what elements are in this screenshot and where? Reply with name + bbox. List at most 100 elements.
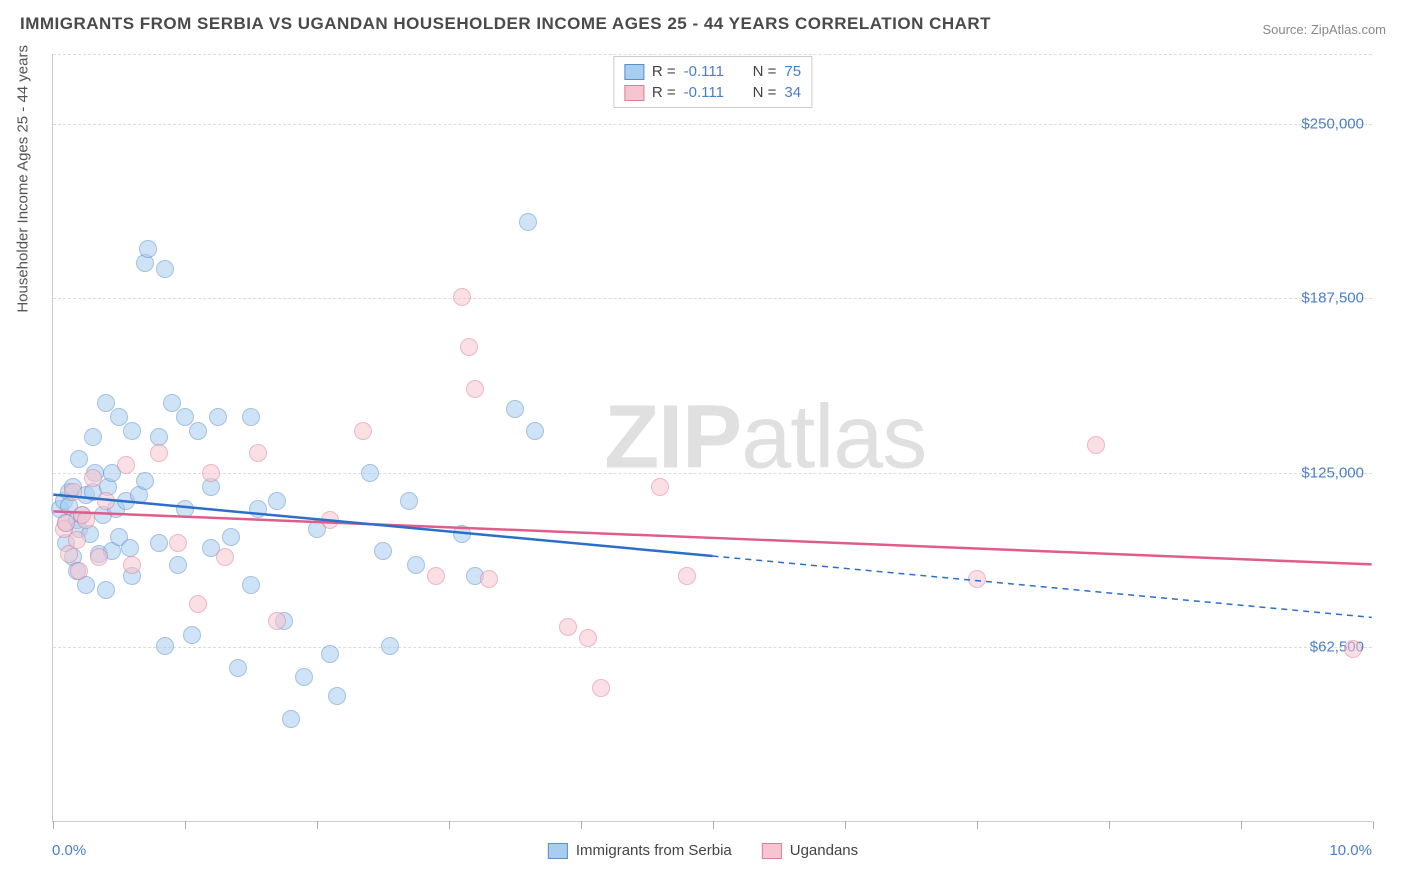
gridline [53, 473, 1372, 474]
x-tick [317, 821, 318, 829]
gridline [53, 647, 1372, 648]
x-tick [1109, 821, 1110, 829]
data-point-serbia [150, 534, 168, 552]
data-point-serbia [506, 400, 524, 418]
x-tick [713, 821, 714, 829]
data-point-ugandans [453, 288, 471, 306]
r-value-ugandans: -0.111 [684, 84, 739, 101]
data-point-serbia [526, 422, 544, 440]
x-tick [53, 821, 54, 829]
data-point-ugandans [466, 380, 484, 398]
series-legend: Immigrants from Serbia Ugandans [548, 842, 858, 859]
data-point-serbia [209, 408, 227, 426]
data-point-serbia [381, 637, 399, 655]
correlation-legend: R = -0.111 N = 75 R = -0.111 N = 34 [613, 56, 812, 108]
data-point-serbia [328, 687, 346, 705]
gridline [53, 54, 1372, 55]
data-point-serbia [97, 581, 115, 599]
data-point-serbia [189, 422, 207, 440]
data-point-ugandans [321, 511, 339, 529]
data-point-serbia [136, 472, 154, 490]
x-tick [1241, 821, 1242, 829]
data-point-serbia [407, 556, 425, 574]
data-point-ugandans [117, 456, 135, 474]
legend-label-ugandans: Ugandans [790, 842, 858, 859]
data-point-serbia [123, 422, 141, 440]
n-label: N = [753, 63, 777, 80]
data-point-serbia [361, 464, 379, 482]
data-point-serbia [222, 528, 240, 546]
scatter-plot-area: ZIPatlas R = -0.111 N = 75 R = -0.111 N … [52, 54, 1372, 822]
data-point-serbia [268, 492, 286, 510]
legend-item-serbia: Immigrants from Serbia [548, 842, 732, 859]
data-point-ugandans [202, 464, 220, 482]
gridline [53, 124, 1372, 125]
n-value-ugandans: 34 [784, 84, 801, 101]
chart-title: IMMIGRANTS FROM SERBIA VS UGANDAN HOUSEH… [20, 14, 991, 34]
data-point-ugandans [169, 534, 187, 552]
data-point-serbia [242, 576, 260, 594]
y-tick-label: $250,000 [1301, 115, 1364, 132]
data-point-ugandans [1087, 436, 1105, 454]
data-point-ugandans [1344, 640, 1362, 658]
n-value-serbia: 75 [784, 63, 801, 80]
r-label: R = [652, 63, 676, 80]
data-point-serbia [242, 408, 260, 426]
data-point-serbia [139, 240, 157, 258]
data-point-serbia [169, 556, 187, 574]
data-point-serbia [229, 659, 247, 677]
data-point-ugandans [460, 338, 478, 356]
gridline [53, 298, 1372, 299]
data-point-serbia [519, 213, 537, 231]
data-point-ugandans [150, 444, 168, 462]
legend-row-serbia: R = -0.111 N = 75 [624, 61, 801, 82]
data-point-ugandans [268, 612, 286, 630]
data-point-ugandans [579, 629, 597, 647]
x-tick [845, 821, 846, 829]
source-attribution: Source: ZipAtlas.com [1262, 22, 1386, 37]
legend-swatch-ugandans [762, 843, 782, 859]
data-point-serbia [156, 637, 174, 655]
data-point-serbia [453, 525, 471, 543]
legend-label-serbia: Immigrants from Serbia [576, 842, 732, 859]
data-point-serbia [84, 428, 102, 446]
data-point-serbia [121, 539, 139, 557]
data-point-ugandans [70, 562, 88, 580]
data-point-ugandans [249, 444, 267, 462]
data-point-ugandans [68, 531, 86, 549]
data-point-ugandans [559, 618, 577, 636]
r-label: R = [652, 84, 676, 101]
data-point-ugandans [354, 422, 372, 440]
data-point-serbia [70, 450, 88, 468]
y-tick-label: $187,500 [1301, 290, 1364, 307]
data-point-ugandans [678, 567, 696, 585]
data-point-ugandans [84, 469, 102, 487]
data-point-serbia [374, 542, 392, 560]
data-point-ugandans [77, 511, 95, 529]
data-point-ugandans [592, 679, 610, 697]
data-point-serbia [150, 428, 168, 446]
legend-swatch-serbia [548, 843, 568, 859]
y-tick-label: $125,000 [1301, 464, 1364, 481]
data-point-ugandans [90, 548, 108, 566]
n-label: N = [753, 84, 777, 101]
data-point-serbia [400, 492, 418, 510]
data-point-ugandans [427, 567, 445, 585]
x-tick [977, 821, 978, 829]
y-axis-label: Householder Income Ages 25 - 44 years [15, 45, 32, 313]
legend-swatch-serbia [624, 64, 644, 80]
data-point-serbia [183, 626, 201, 644]
x-tick [581, 821, 582, 829]
data-point-serbia [156, 260, 174, 278]
data-point-serbia [282, 710, 300, 728]
data-point-serbia [295, 668, 313, 686]
data-point-ugandans [968, 570, 986, 588]
data-point-ugandans [480, 570, 498, 588]
data-point-ugandans [189, 595, 207, 613]
legend-swatch-ugandans [624, 85, 644, 101]
data-point-ugandans [97, 492, 115, 510]
data-point-serbia [321, 645, 339, 663]
x-tick [449, 821, 450, 829]
data-point-ugandans [651, 478, 669, 496]
data-point-ugandans [64, 483, 82, 501]
